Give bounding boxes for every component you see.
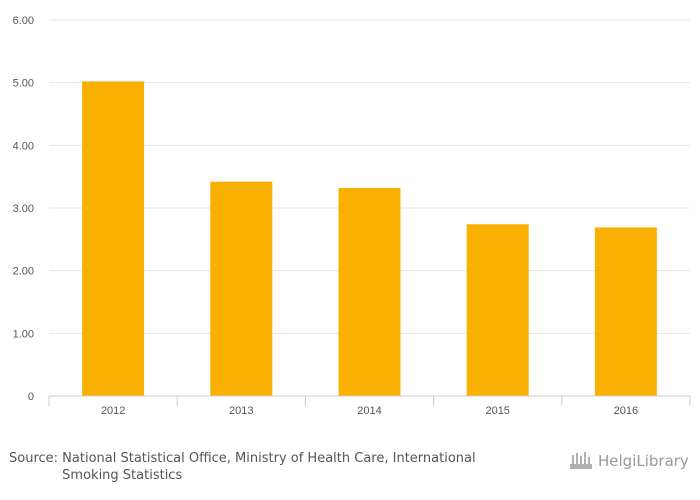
x-axis-tick-labels: 2012 2013 2014 2015 2016	[101, 405, 638, 417]
source-label: Source:	[9, 451, 59, 466]
y-tick-label: 5.00	[13, 78, 34, 90]
bar	[210, 181, 273, 396]
y-tick-label: 1.00	[13, 328, 34, 340]
y-tick-label: 2.00	[13, 266, 34, 278]
x-tick-label: 2014	[357, 405, 381, 417]
y-tick-label: 6.00	[13, 15, 34, 27]
x-tick-label: 2013	[229, 405, 253, 417]
x-axis-ticks	[48, 396, 691, 406]
y-tick-label: 3.00	[13, 203, 34, 215]
y-axis-tick-labels: 0 1.00 2.00 3.00 4.00 5.00 6.00	[13, 15, 34, 403]
bar	[82, 81, 145, 396]
bar	[338, 187, 401, 396]
bar	[466, 224, 529, 396]
x-tick-label: 2015	[485, 405, 509, 417]
helgi-library-logo-icon	[570, 452, 592, 469]
source-note: Source: National Statistical Office, Min…	[9, 450, 549, 484]
bar-chart: 01.002.003.004.005.006.00 2012 2013 2014 20…	[13, 15, 691, 417]
brand-logo[interactable]: HelgiLibrary	[568, 449, 689, 473]
source-text: National Statistical Office, Ministry of…	[62, 451, 476, 483]
bar	[594, 227, 657, 396]
brand-name: HelgiLibrary	[598, 452, 689, 470]
x-tick-label: 2012	[101, 405, 125, 417]
y-tick-label: 4.00	[13, 140, 34, 152]
bars	[82, 81, 657, 396]
y-tick-label: 0	[28, 391, 34, 403]
x-tick-label: 2016	[614, 405, 638, 417]
